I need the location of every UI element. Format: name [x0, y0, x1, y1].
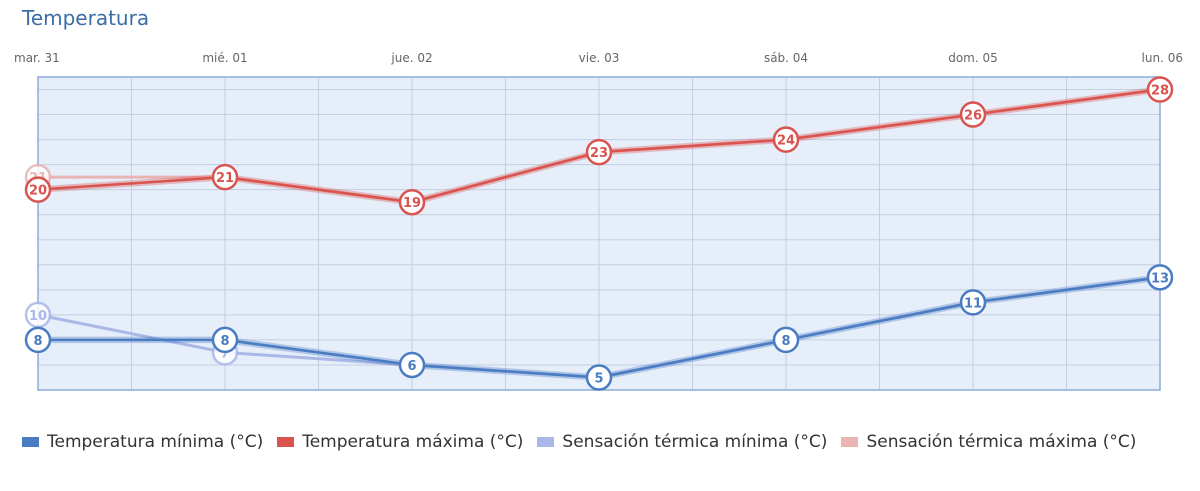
data-point-marker [772, 326, 800, 354]
data-label: 24 [777, 134, 795, 149]
legend-label: Sensación térmica mínima (°C) [562, 432, 828, 452]
data-point-marker [959, 289, 987, 316]
data-label: 8 [781, 334, 790, 349]
data-label: 7 [220, 346, 229, 361]
data-label: 13 [1151, 271, 1169, 286]
legend-label: Sensación térmica máxima (°C) [866, 432, 1137, 452]
data-label: 23 [590, 146, 608, 161]
data-label: 26 [964, 109, 982, 124]
data-label: 8 [33, 334, 42, 349]
data-point-marker [1146, 76, 1174, 103]
data-label: 20 [29, 184, 47, 199]
temperature-chart: mar. 31 mié. 01 jue. 02 vie. 03 sáb. 04 dom. … [14, 51, 1183, 391]
data-point-marker [1146, 264, 1174, 291]
chart-title: Temperatura [22, 6, 150, 30]
x-tick-label: dom. 05 [948, 51, 998, 65]
data-label: 21 [216, 171, 234, 186]
data-point-marker [585, 364, 613, 391]
data-point-marker [24, 176, 52, 203]
legend-swatch [537, 437, 555, 447]
legend-swatch [277, 437, 295, 447]
x-tick-label: mar. 31 [14, 51, 60, 65]
data-label: 6 [407, 359, 416, 374]
legend-item-min-temp[interactable]: Temperatura mínima (°C) [22, 432, 263, 452]
chart-legend: Temperatura mínima (°C) Temperatura máxi… [22, 432, 1136, 452]
data-label: 8 [220, 334, 229, 349]
x-tick-label: lun. 06 [1142, 51, 1183, 65]
legend-swatch [841, 437, 859, 447]
data-label: 5 [594, 371, 603, 386]
legend-label: Temperatura mínima (°C) [47, 432, 264, 452]
data-point-marker [398, 351, 426, 379]
data-point-marker [398, 188, 426, 216]
x-tick-label: jue. 02 [390, 51, 432, 65]
data-point-marker [959, 101, 987, 128]
data-label: 11 [964, 296, 982, 311]
data-label: 19 [403, 196, 421, 211]
data-point-marker [211, 163, 239, 191]
data-point-marker [772, 126, 800, 153]
x-tick-label: sáb. 04 [764, 51, 808, 65]
legend-swatch [22, 437, 39, 447]
legend-item-min-feels[interactable]: Sensación térmica mínima (°C) [537, 432, 827, 452]
x-tick-label: vie. 03 [579, 51, 620, 65]
legend-item-max-temp[interactable]: Temperatura máxima (°C) [277, 432, 523, 452]
legend-item-max-feels[interactable]: Sensación térmica máxima (°C) [841, 432, 1136, 452]
data-label: 28 [1151, 84, 1169, 99]
data-point-marker [211, 326, 239, 354]
x-tick-label: mié. 01 [202, 51, 247, 65]
legend-label: Temperatura máxima (°C) [302, 432, 524, 452]
data-point-marker [24, 326, 52, 354]
data-point-marker [585, 138, 613, 166]
data-label: 10 [29, 309, 47, 324]
